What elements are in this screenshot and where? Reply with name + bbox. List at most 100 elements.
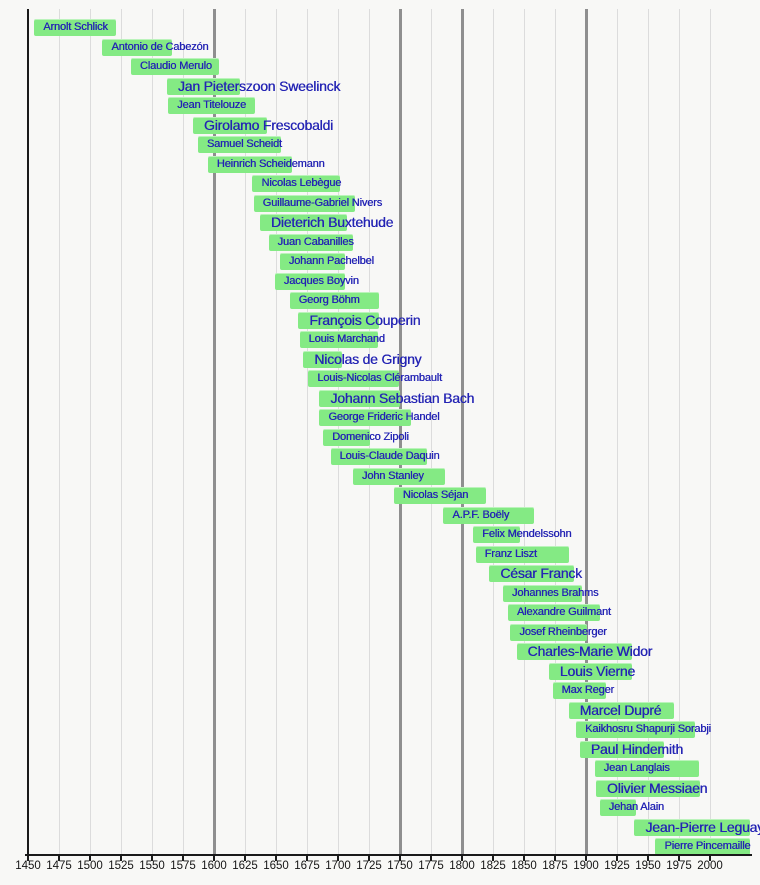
lifespan-bar-nicolas-de-grigny[interactable]	[303, 350, 342, 368]
axis-tick-1525	[120, 856, 122, 861]
composer-label-antonio-de-cabezon[interactable]: Antonio de Cabezón	[111, 40, 209, 53]
composer-label-jehan-alain[interactable]: Jehan Alain	[608, 801, 664, 813]
composer-label-nicolas-sejan[interactable]: Nicolas Séjan	[402, 489, 469, 501]
lifespan-bar-george-frideric-handel[interactable]	[319, 409, 412, 426]
lifespan-bar-kaikhosru-shapurji-sorabji[interactable]	[576, 721, 696, 738]
lifespan-bar-juan-cabanilles[interactable]	[268, 233, 353, 251]
era-divider-line-1750	[398, 9, 402, 854]
composer-label-johann-sebastian-bach[interactable]: Johann Sebastian Bach	[330, 389, 475, 406]
lifespan-bar-nicolas-sejan[interactable]	[393, 487, 486, 504]
composer-label-georg-bohm[interactable]: Georg Böhm	[298, 294, 360, 306]
composer-label-heinrich-scheidemann[interactable]: Heinrich Scheidemann	[216, 157, 325, 170]
axis-tick-label-1950: 1950	[635, 860, 661, 872]
composer-label-louis-claude-daquin[interactable]: Louis-Claude Daquin	[339, 450, 440, 462]
composer-label-cesar-franck[interactable]: César Franck	[500, 565, 582, 581]
lifespan-bar-heinrich-scheidemann[interactable]	[207, 155, 293, 173]
lifespan-bar-louis-claude-daquin[interactable]	[330, 448, 428, 465]
composer-label-samuel-scheidt[interactable]: Samuel Scheidt	[206, 138, 282, 150]
composer-label-louis-marchand[interactable]: Louis Marchand	[308, 333, 385, 345]
lifespan-bar-alexandre-guilmant[interactable]	[507, 604, 600, 621]
lifespan-bar-jacques-boyvin[interactable]	[274, 272, 346, 290]
composer-label-johann-pachelbel[interactable]: Johann Pachelbel	[288, 255, 374, 267]
lifespan-bar-louis-vierne[interactable]	[548, 662, 632, 680]
composer-label-jean-langlais[interactable]: Jean Langlais	[603, 762, 670, 774]
composer-label-felix-mendelssohn[interactable]: Felix Mendelssohn	[482, 528, 572, 540]
lifespan-bar-louis-marchand[interactable]	[299, 331, 378, 348]
lifespan-bar-georg-bohm[interactable]	[289, 292, 379, 309]
lifespan-bar-nicolas-lebegue[interactable]	[252, 175, 341, 192]
lifespan-bar-jean-pierre-leguay[interactable]	[634, 818, 750, 836]
lifespan-bar-samuel-scheidt[interactable]	[197, 136, 281, 153]
lifespan-bar-jean-langlais[interactable]	[594, 760, 699, 777]
composer-label-nicolas-de-grigny[interactable]: Nicolas de Grigny	[314, 350, 422, 367]
lifespan-bar-paul-hindemith[interactable]	[579, 740, 665, 758]
lifespan-bar-domenico-zipoli[interactable]	[323, 428, 371, 446]
composer-label-jean-pierre-leguay[interactable]: Jean-Pierre Leguay	[645, 818, 760, 835]
composer-label-pierre-pincemaille[interactable]: Pierre Pincemaille	[664, 840, 751, 852]
lifespan-bar-johann-sebastian-bach[interactable]	[319, 389, 400, 407]
lifespan-bar-cesar-franck[interactable]	[489, 565, 574, 582]
composer-label-max-reger[interactable]: Max Reger	[561, 684, 615, 696]
lifespan-bar-johann-pachelbel[interactable]	[279, 253, 346, 270]
composer-label-josef-rheinberger[interactable]: Josef Rheinberger	[519, 625, 607, 638]
composer-label-jan-pieterszoon-sweelinck[interactable]: Jan Pieterszoon Sweelinck	[177, 77, 341, 94]
axis-tick-1875	[554, 856, 556, 861]
lifespan-bar-a-p-f-boely[interactable]	[443, 506, 534, 524]
lifespan-bar-jean-titelouze[interactable]	[168, 97, 255, 114]
lifespan-bar-johannes-brahms[interactable]	[502, 584, 583, 602]
composer-label-nicolas-lebegue[interactable]: Nicolas Lebègue	[261, 177, 342, 189]
lifespan-bar-guillaume-gabriel-nivers[interactable]	[253, 194, 356, 212]
composer-label-kaikhosru-shapurji-sorabji[interactable]: Kaikhosru Shapurji Sorabji	[585, 723, 711, 735]
axis-tick-1800	[461, 856, 463, 861]
lifespan-bar-francois-couperin[interactable]	[298, 311, 379, 329]
composer-label-louis-vierne[interactable]: Louis Vierne	[559, 662, 635, 679]
composer-label-a-p-f-boely[interactable]: A.P.F. Boëly	[452, 508, 510, 521]
lifespan-bar-claudio-merulo[interactable]	[130, 58, 219, 75]
composer-label-dieterich-buxtehude[interactable]: Dieterich Buxtehude	[270, 214, 394, 230]
composer-label-claudio-merulo[interactable]: Claudio Merulo	[139, 60, 212, 72]
composer-label-louis-nicolas-clerambault[interactable]: Louis-Nicolas Clérambault	[317, 372, 442, 384]
composer-label-guillaume-gabriel-nivers[interactable]: Guillaume-Gabriel Nivers	[262, 196, 382, 209]
lifespan-bar-dieterich-buxtehude[interactable]	[259, 214, 347, 231]
gridline-1675	[306, 9, 308, 854]
lifespan-bar-jan-pieterszoon-sweelinck[interactable]	[166, 77, 241, 95]
lifespan-bar-franz-liszt[interactable]	[475, 545, 569, 563]
composer-label-marcel-dupre[interactable]: Marcel Dupré	[579, 701, 662, 718]
axis-tick-label-1500: 1500	[77, 860, 103, 872]
lifespan-bar-girolamo-frescobaldi[interactable]	[192, 116, 268, 134]
composer-label-olivier-messiaen[interactable]: Olivier Messiaen	[606, 779, 708, 796]
gridline-1525	[120, 9, 122, 854]
lifespan-bar-arnolt-schlick[interactable]	[34, 19, 117, 36]
composer-label-john-stanley[interactable]: John Stanley	[361, 469, 424, 482]
composer-label-alexandre-guilmant[interactable]: Alexandre Guilmant	[516, 606, 611, 618]
lifespan-bar-marcel-dupre[interactable]	[568, 701, 675, 719]
composer-label-franz-liszt[interactable]: Franz Liszt	[484, 547, 537, 560]
composer-label-charles-marie-widor[interactable]: Charles-Marie Widor	[527, 643, 653, 659]
lifespan-bar-john-stanley[interactable]	[352, 467, 445, 485]
composer-label-johannes-brahms[interactable]: Johannes Brahms	[511, 586, 599, 599]
composer-label-arnolt-schlick[interactable]: Arnolt Schlick	[43, 21, 108, 33]
lifespan-bar-josef-rheinberger[interactable]	[510, 623, 588, 641]
lifespan-bar-antonio-de-cabezon[interactable]	[102, 38, 172, 56]
composer-label-jean-titelouze[interactable]: Jean Titelouze	[177, 99, 246, 111]
axis-tick-label-1925: 1925	[604, 860, 630, 872]
lifespan-bar-felix-mendelssohn[interactable]	[473, 526, 521, 543]
composer-label-jacques-boyvin[interactable]: Jacques Boyvin	[283, 274, 359, 287]
lifespan-bar-jehan-alain[interactable]	[599, 799, 636, 816]
composer-label-francois-couperin[interactable]: François Couperin	[309, 311, 421, 328]
axis-tick-1625	[244, 856, 246, 861]
lifespan-bar-louis-nicolas-clerambault[interactable]	[308, 370, 399, 387]
composer-label-george-frideric-handel[interactable]: George Frideric Handel	[328, 411, 440, 423]
axis-tick-label-1525: 1525	[108, 860, 134, 872]
composer-label-girolamo-frescobaldi[interactable]: Girolamo Frescobaldi	[203, 116, 333, 133]
lifespan-bar-olivier-messiaen[interactable]	[595, 779, 701, 797]
lifespan-bar-pierre-pincemaille[interactable]	[655, 838, 750, 855]
lifespan-bar-max-reger[interactable]	[552, 682, 606, 699]
lifespan-bar-charles-marie-widor[interactable]	[516, 643, 632, 660]
composer-label-domenico-zipoli[interactable]: Domenico Zipoli	[332, 430, 409, 443]
composer-label-juan-cabanilles[interactable]: Juan Cabanilles	[277, 235, 354, 248]
axis-tick-label-1675: 1675	[294, 860, 320, 872]
axis-tick-1850	[523, 856, 525, 861]
composer-label-paul-hindemith[interactable]: Paul Hindemith	[590, 740, 683, 757]
